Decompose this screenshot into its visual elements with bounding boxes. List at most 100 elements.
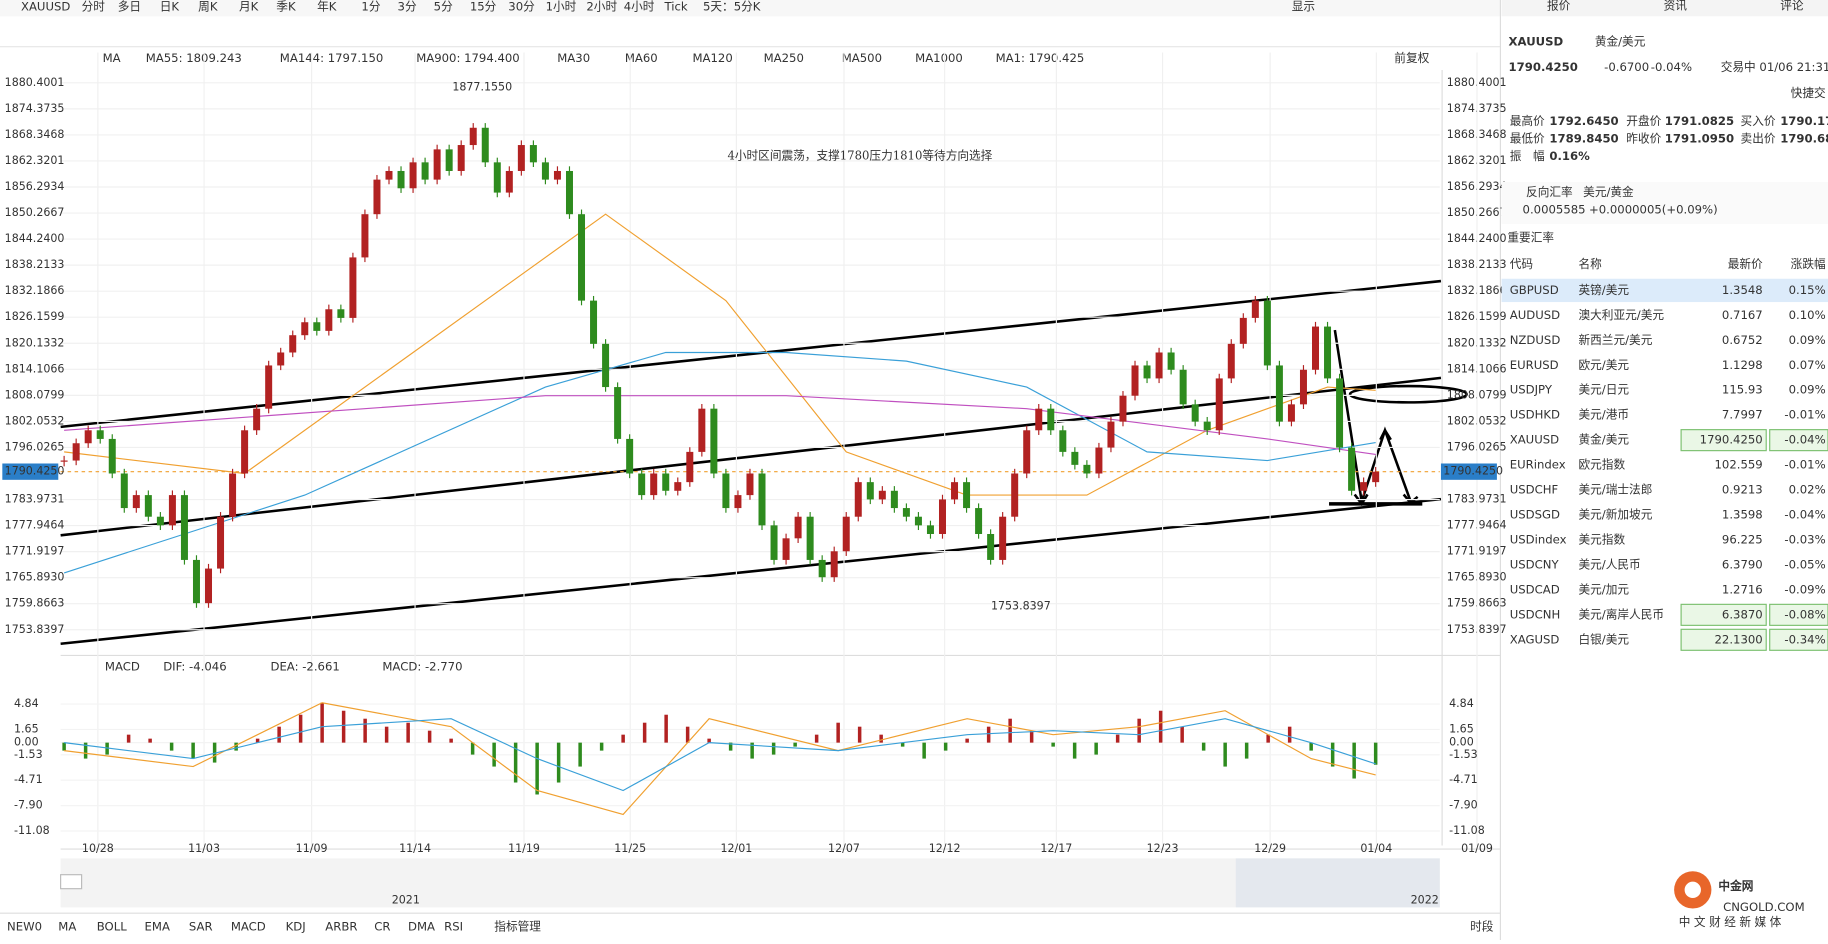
table-cell[interactable]: -0.03%: [1784, 532, 1825, 546]
table-cell[interactable]: 美元指数: [1579, 532, 1626, 546]
indicator-tab[interactable]: SAR: [189, 920, 213, 934]
table-cell[interactable]: 6.3790: [1722, 557, 1763, 571]
display-menu[interactable]: 显示: [1292, 0, 1315, 13]
table-cell[interactable]: NZDUSD: [1510, 333, 1561, 347]
table-cell[interactable]: AUDUSD: [1510, 308, 1560, 322]
table-cell[interactable]: USDJPY: [1510, 383, 1553, 397]
period-tab[interactable]: 5分: [434, 0, 453, 13]
table-cell[interactable]: EURUSD: [1510, 358, 1559, 372]
table-cell[interactable]: 0.09%: [1789, 333, 1826, 347]
session-button[interactable]: 时段: [1470, 920, 1494, 934]
table-cell[interactable]: 22.1300: [1715, 632, 1763, 646]
table-cell[interactable]: -0.09%: [1784, 582, 1825, 596]
table-cell[interactable]: 0.15%: [1789, 283, 1826, 297]
panel-tab[interactable]: 报价: [1547, 0, 1571, 12]
table-cell[interactable]: 新西兰元/美元: [1579, 333, 1653, 347]
table-cell[interactable]: XAGUSD: [1510, 632, 1560, 646]
symbol[interactable]: XAUUSD: [21, 0, 70, 13]
table-cell[interactable]: 美元/日元: [1579, 383, 1630, 397]
indicator-tab[interactable]: ARBR: [325, 920, 357, 934]
table-cell[interactable]: GBPUSD: [1510, 283, 1559, 297]
table-cell[interactable]: -0.01%: [1784, 458, 1825, 472]
table-cell[interactable]: 102.559: [1715, 458, 1763, 472]
period-tab[interactable]: Tick: [664, 0, 688, 13]
table-cell[interactable]: 澳大利亚元/美元: [1579, 308, 1665, 322]
panel-tab[interactable]: 评论: [1780, 0, 1804, 12]
indicator-tab[interactable]: CR: [374, 920, 390, 934]
indicator-tab[interactable]: BOLL: [97, 920, 127, 934]
table-cell[interactable]: 0.9213: [1722, 483, 1763, 497]
period-tab[interactable]: 5天：5分K: [703, 0, 761, 13]
table-cell[interactable]: USDCHF: [1510, 483, 1559, 497]
table-cell[interactable]: 美元/瑞士法郎: [1579, 483, 1653, 497]
adjust-button[interactable]: 前复权: [1394, 51, 1429, 65]
table-cell[interactable]: 1.1298: [1722, 358, 1763, 372]
period-tab[interactable]: 1小时: [546, 0, 577, 13]
period-tab[interactable]: 月K: [239, 0, 259, 13]
table-cell[interactable]: USDCNY: [1510, 557, 1560, 571]
table-cell[interactable]: 白银/美元: [1579, 632, 1630, 646]
table-cell[interactable]: 1.3548: [1722, 283, 1763, 297]
table-cell[interactable]: 0.02%: [1789, 483, 1826, 497]
table-cell[interactable]: 美元/新加坡元: [1579, 508, 1653, 522]
table-cell[interactable]: 96.225: [1722, 532, 1763, 546]
indicator-tab[interactable]: MACD: [231, 920, 266, 934]
table-cell[interactable]: 115.93: [1722, 383, 1763, 397]
table-cell[interactable]: 欧元/美元: [1579, 358, 1630, 372]
table-cell[interactable]: USDindex: [1510, 532, 1567, 546]
indicator-tab[interactable]: NEW0: [7, 920, 42, 934]
table-cell[interactable]: -0.04%: [1784, 508, 1825, 522]
quick-trade[interactable]: 快捷交: [1791, 86, 1826, 100]
panel-tab[interactable]: 资讯: [1664, 0, 1688, 12]
table-cell[interactable]: 6.3870: [1722, 607, 1763, 621]
navigator-handle[interactable]: [60, 874, 83, 890]
table-cell[interactable]: USDHKD: [1510, 408, 1560, 422]
period-tab[interactable]: 30分: [508, 0, 535, 13]
period-tab[interactable]: 日K: [160, 0, 180, 13]
period-tab[interactable]: 年K: [317, 0, 337, 13]
period-tab[interactable]: 分时: [82, 0, 106, 13]
table-cell[interactable]: USDCAD: [1510, 582, 1560, 596]
period-tab[interactable]: 2小时: [586, 0, 617, 13]
table-cell[interactable]: 1790.4250: [1700, 433, 1763, 447]
table-cell[interactable]: 美元/离岸人民币: [1579, 607, 1665, 621]
table-cell[interactable]: -0.01%: [1784, 408, 1825, 422]
period-tab[interactable]: 1分: [361, 0, 380, 13]
indicator-tab[interactable]: EMA: [145, 920, 170, 934]
indicator-tab[interactable]: RSI: [444, 920, 463, 934]
table-cell[interactable]: 0.7167: [1722, 308, 1763, 322]
indicator-tab[interactable]: MA: [58, 920, 76, 934]
table-cell[interactable]: 1.2716: [1722, 582, 1763, 596]
table-cell[interactable]: 黄金/美元: [1579, 433, 1630, 447]
table-cell[interactable]: 1.3598: [1722, 508, 1763, 522]
indicator-tab[interactable]: KDJ: [286, 920, 306, 934]
table-cell[interactable]: USDSGD: [1510, 508, 1560, 522]
indicator-tab[interactable]: 指标管理: [494, 920, 541, 934]
table-cell[interactable]: 美元/加元: [1579, 582, 1630, 596]
table-cell[interactable]: 欧元指数: [1579, 458, 1626, 472]
table-cell[interactable]: -0.34%: [1784, 632, 1825, 646]
period-tab[interactable]: 多日: [118, 0, 141, 13]
period-tab[interactable]: 周K: [198, 0, 218, 13]
table-cell[interactable]: EURindex: [1510, 458, 1566, 472]
table-cell[interactable]: USDCNH: [1510, 607, 1561, 621]
table-cell[interactable]: -0.04%: [1784, 433, 1825, 447]
period-tab[interactable]: 3分: [398, 0, 417, 13]
table-cell[interactable]: XAUUSD: [1510, 433, 1559, 447]
period-tab[interactable]: 季K: [276, 0, 296, 13]
indicator-tab[interactable]: DMA: [408, 920, 435, 934]
table-cell[interactable]: 0.10%: [1789, 308, 1826, 322]
table-cell[interactable]: 0.07%: [1789, 358, 1826, 372]
navigator[interactable]: [60, 858, 1440, 908]
table-cell[interactable]: 美元/港币: [1579, 408, 1630, 422]
navigator-window[interactable]: [1235, 858, 1440, 908]
table-cell[interactable]: 英镑/美元: [1579, 283, 1630, 297]
table-cell[interactable]: 美元/人民币: [1579, 557, 1641, 571]
table-cell[interactable]: -0.05%: [1784, 557, 1825, 571]
period-tab[interactable]: 4小时: [624, 0, 655, 13]
table-cell[interactable]: -0.08%: [1784, 607, 1825, 621]
table-cell[interactable]: 0.09%: [1789, 383, 1826, 397]
period-tab[interactable]: 15分: [470, 0, 497, 13]
table-cell[interactable]: 7.7997: [1722, 408, 1763, 422]
table-cell[interactable]: 0.6752: [1722, 333, 1763, 347]
